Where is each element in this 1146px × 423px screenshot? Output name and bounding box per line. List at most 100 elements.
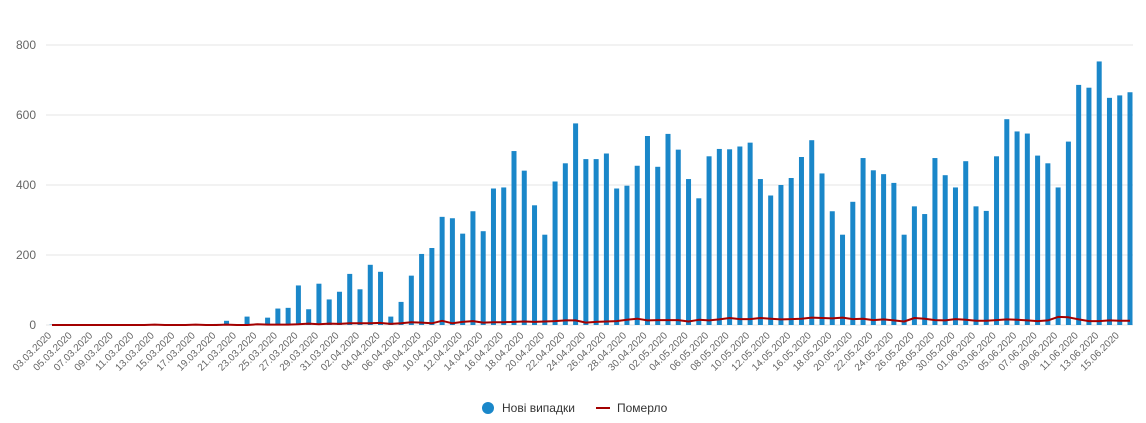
bar: [573, 123, 579, 326]
bar: [665, 133, 671, 325]
bar: [1096, 61, 1102, 325]
bar: [490, 188, 496, 325]
bar: [850, 201, 856, 325]
bar: [265, 317, 271, 325]
bar: [624, 185, 630, 325]
bar: [1055, 187, 1061, 325]
bar: [860, 158, 866, 325]
bar: [460, 233, 466, 325]
bar: [870, 170, 876, 325]
bar: [398, 301, 404, 325]
bar: [224, 320, 230, 325]
bar: [1045, 163, 1051, 325]
y-tick-label: 600: [16, 108, 36, 122]
bar: [244, 316, 250, 325]
bar: [306, 309, 312, 325]
line-deaths: [52, 315, 1130, 326]
bar: [367, 264, 373, 325]
bar: [593, 159, 599, 325]
bar: [326, 299, 332, 325]
bar: [932, 158, 938, 325]
bar: [603, 153, 609, 325]
y-tick-label: 400: [16, 178, 36, 192]
bar: [285, 307, 291, 325]
bar: [1106, 97, 1112, 325]
bar: [583, 159, 589, 325]
bar: [532, 205, 538, 325]
bar: [963, 161, 969, 325]
y-tick-label: 800: [16, 38, 36, 52]
bar: [696, 198, 702, 325]
bar: [737, 146, 743, 325]
bar: [686, 179, 692, 325]
bar: [378, 271, 384, 325]
bar: [562, 163, 568, 325]
bar: [891, 182, 897, 325]
bar: [634, 165, 640, 325]
bar: [521, 170, 527, 325]
bar: [829, 211, 835, 325]
bar: [911, 206, 917, 325]
bar: [973, 206, 979, 325]
bar: [942, 175, 948, 325]
bar: [1014, 131, 1020, 325]
bar: [511, 151, 517, 325]
gridlines: [46, 44, 1133, 326]
bar: [675, 149, 681, 325]
bar: [295, 285, 301, 325]
bar: [819, 173, 825, 325]
bar: [357, 289, 363, 325]
bar: [840, 234, 846, 325]
legend-label-deaths: Померло: [617, 401, 668, 415]
bar: [809, 140, 815, 325]
bar: [952, 187, 958, 325]
x-axis: 03.03.202005.03.202007.03.202009.03.2020…: [11, 330, 1122, 373]
bars-new-cases: [49, 61, 1133, 326]
bar: [706, 156, 712, 325]
bar: [655, 166, 661, 325]
bar: [983, 210, 989, 325]
bar: [1127, 92, 1133, 325]
bar: [429, 248, 435, 325]
bar: [552, 181, 558, 325]
bar: [768, 195, 774, 325]
bar: [747, 142, 753, 325]
bar: [388, 316, 394, 325]
bar: [408, 275, 414, 325]
legend-item-new-cases[interactable]: Нові випадки: [482, 401, 575, 415]
legend[interactable]: Нові випадки Померло: [482, 401, 668, 415]
bar: [449, 218, 455, 325]
bar: [798, 157, 804, 325]
bar: [778, 185, 784, 325]
bar: [644, 136, 650, 325]
bar: [1076, 84, 1082, 326]
bar: [347, 273, 353, 325]
bar: [727, 149, 733, 325]
bar: [336, 291, 342, 325]
bar: [922, 214, 928, 325]
bar: [901, 234, 907, 325]
y-tick-label: 200: [16, 248, 36, 262]
bar: [1035, 155, 1041, 325]
legend-label-new-cases: Нові випадки: [502, 401, 575, 415]
legend-item-deaths[interactable]: Померло: [596, 401, 668, 415]
y-axis: 0 200 400 600 800: [16, 38, 36, 332]
bar: [716, 148, 722, 325]
bar: [994, 156, 1000, 325]
bar: [501, 187, 507, 325]
bar: [1024, 133, 1030, 325]
y-tick-label: 0: [29, 318, 36, 332]
bar: [1004, 119, 1010, 325]
bar: [1117, 95, 1123, 326]
bar: [788, 178, 794, 325]
bar: [614, 188, 620, 325]
bar: [419, 253, 425, 325]
bar: [275, 308, 281, 325]
bar: [480, 231, 486, 325]
bar: [542, 234, 548, 325]
bar: [881, 174, 887, 325]
legend-marker-new-cases: [482, 402, 494, 414]
bar: [757, 179, 763, 325]
bar: [470, 211, 476, 325]
